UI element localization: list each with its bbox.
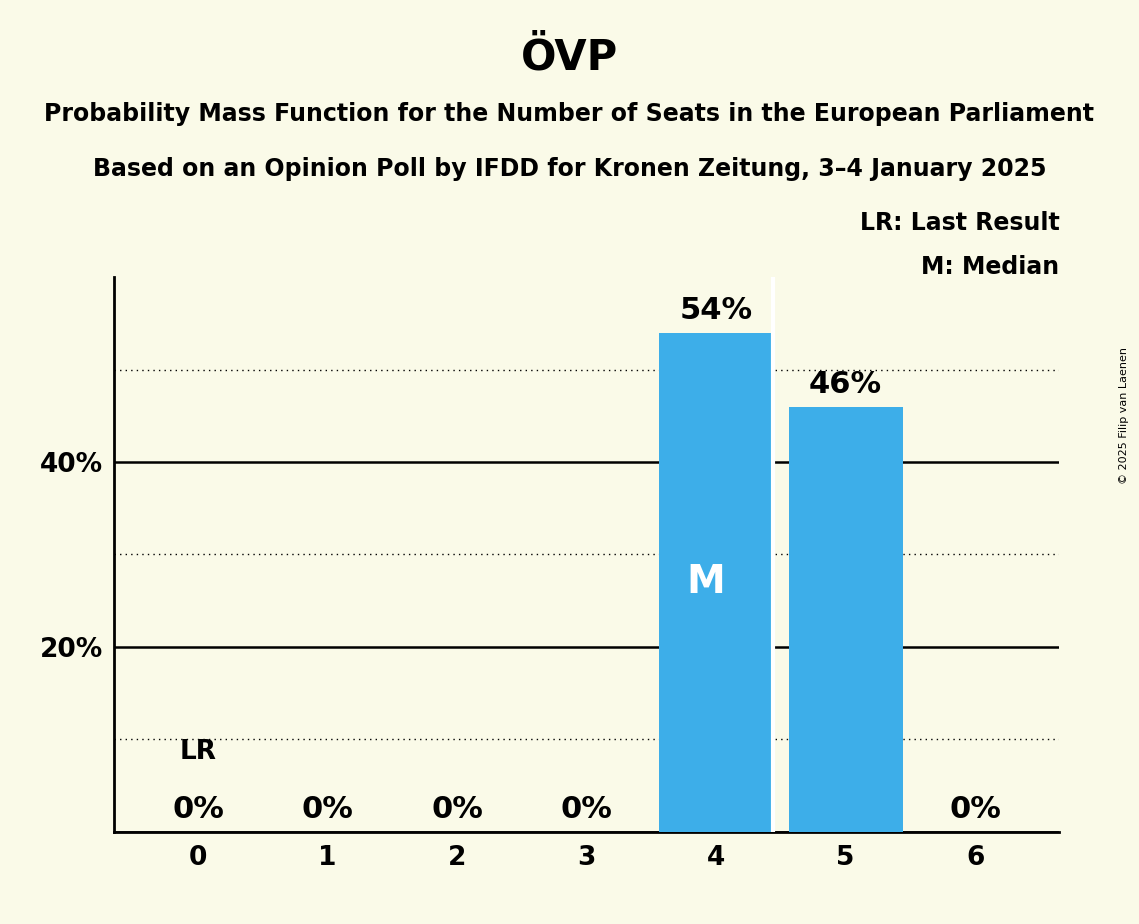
Text: M: M (687, 563, 726, 602)
Text: 0%: 0% (302, 796, 353, 824)
Text: 46%: 46% (809, 371, 882, 399)
Bar (788, 407, 902, 832)
Text: M: Median: M: Median (921, 255, 1059, 279)
Bar (659, 333, 773, 832)
Text: Based on an Opinion Poll by IFDD for Kronen Zeitung, 3–4 January 2025: Based on an Opinion Poll by IFDD for Kro… (92, 157, 1047, 181)
Text: 0%: 0% (560, 796, 613, 824)
Text: 0%: 0% (172, 796, 224, 824)
Text: LR: Last Result: LR: Last Result (860, 211, 1059, 235)
Text: LR: LR (180, 739, 216, 765)
Text: 54%: 54% (680, 297, 753, 325)
Text: ÖVP: ÖVP (521, 37, 618, 79)
Text: © 2025 Filip van Laenen: © 2025 Filip van Laenen (1120, 347, 1129, 484)
Text: 0%: 0% (949, 796, 1001, 824)
Text: Probability Mass Function for the Number of Seats in the European Parliament: Probability Mass Function for the Number… (44, 102, 1095, 126)
Text: 0%: 0% (432, 796, 483, 824)
